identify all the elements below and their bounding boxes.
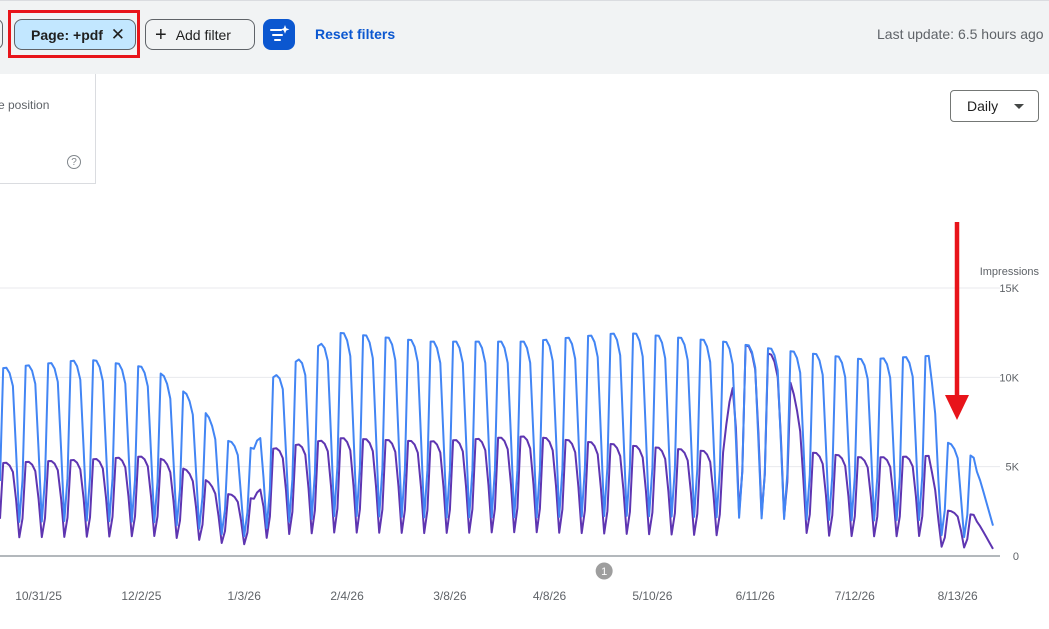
chart-annotation-marker[interactable]: 1: [595, 562, 613, 580]
y-tick-label: 15K: [999, 283, 1019, 295]
page-filter-chip[interactable]: Page: +pdf ✕: [14, 19, 136, 50]
x-tick-label: 1/3/26: [228, 589, 262, 603]
x-tick-label: 4/8/26: [533, 589, 567, 603]
metric-card-label: e position: [0, 98, 50, 112]
granularity-selected-value: Daily: [967, 98, 999, 114]
chart-series: [0, 332, 994, 550]
ai-filter-button[interactable]: [263, 19, 295, 50]
reset-filters-link[interactable]: Reset filters: [315, 26, 396, 42]
x-tick-label: 5/10/26: [632, 589, 672, 603]
x-tick-label: 3/8/26: [433, 589, 467, 603]
caret-down-icon: [1014, 104, 1024, 109]
x-axis-labels: 10/31/25 12/2/25 1/3/26 2/4/26 3/8/26 4/8/26 5…: [15, 589, 978, 603]
red-arrow-head: [945, 395, 969, 420]
close-icon[interactable]: ✕: [110, 25, 125, 44]
add-filter-label: Add filter: [175, 26, 231, 43]
last-update-text: Last update: 6.5 hours ago: [877, 26, 1044, 42]
y-axis-labels: 15K 10K 5K 0: [999, 283, 1019, 563]
y-tick-label: 10K: [999, 372, 1019, 384]
filter-sparkle-icon: [270, 25, 290, 41]
annotation-marker-circle[interactable]: [595, 562, 613, 580]
series-line-clicks: [0, 344, 994, 550]
help-icon[interactable]: ?: [67, 155, 81, 169]
granularity-select[interactable]: Daily: [950, 90, 1039, 122]
y-axis-title: Impressions: [980, 266, 1040, 278]
y-tick-label: 5K: [1006, 462, 1020, 474]
x-tick-label: 6/11/26: [736, 589, 775, 603]
x-tick-label: 10/31/25: [15, 589, 62, 603]
x-tick-label: 12/2/25: [121, 589, 161, 603]
red-arrow-annotation: [945, 222, 969, 420]
metric-card-average-position[interactable]: e position ?: [0, 74, 96, 184]
series-line-impressions: [0, 332, 994, 539]
annotation-marker-label: 1: [601, 566, 607, 578]
x-tick-label: 2/4/26: [330, 589, 364, 603]
x-tick-label: 8/13/26: [938, 589, 978, 603]
add-filter-button[interactable]: + Add filter: [145, 19, 255, 50]
plus-icon: +: [155, 23, 167, 46]
x-tick-label: 7/12/26: [835, 589, 875, 603]
filter-bar: Page: +pdf ✕ + Add filter Reset filters …: [0, 0, 1049, 74]
highlight-annotation-box: [8, 10, 140, 58]
page-filter-chip-label: Page: +pdf: [31, 26, 103, 43]
y-tick-label: 0: [1013, 551, 1019, 563]
